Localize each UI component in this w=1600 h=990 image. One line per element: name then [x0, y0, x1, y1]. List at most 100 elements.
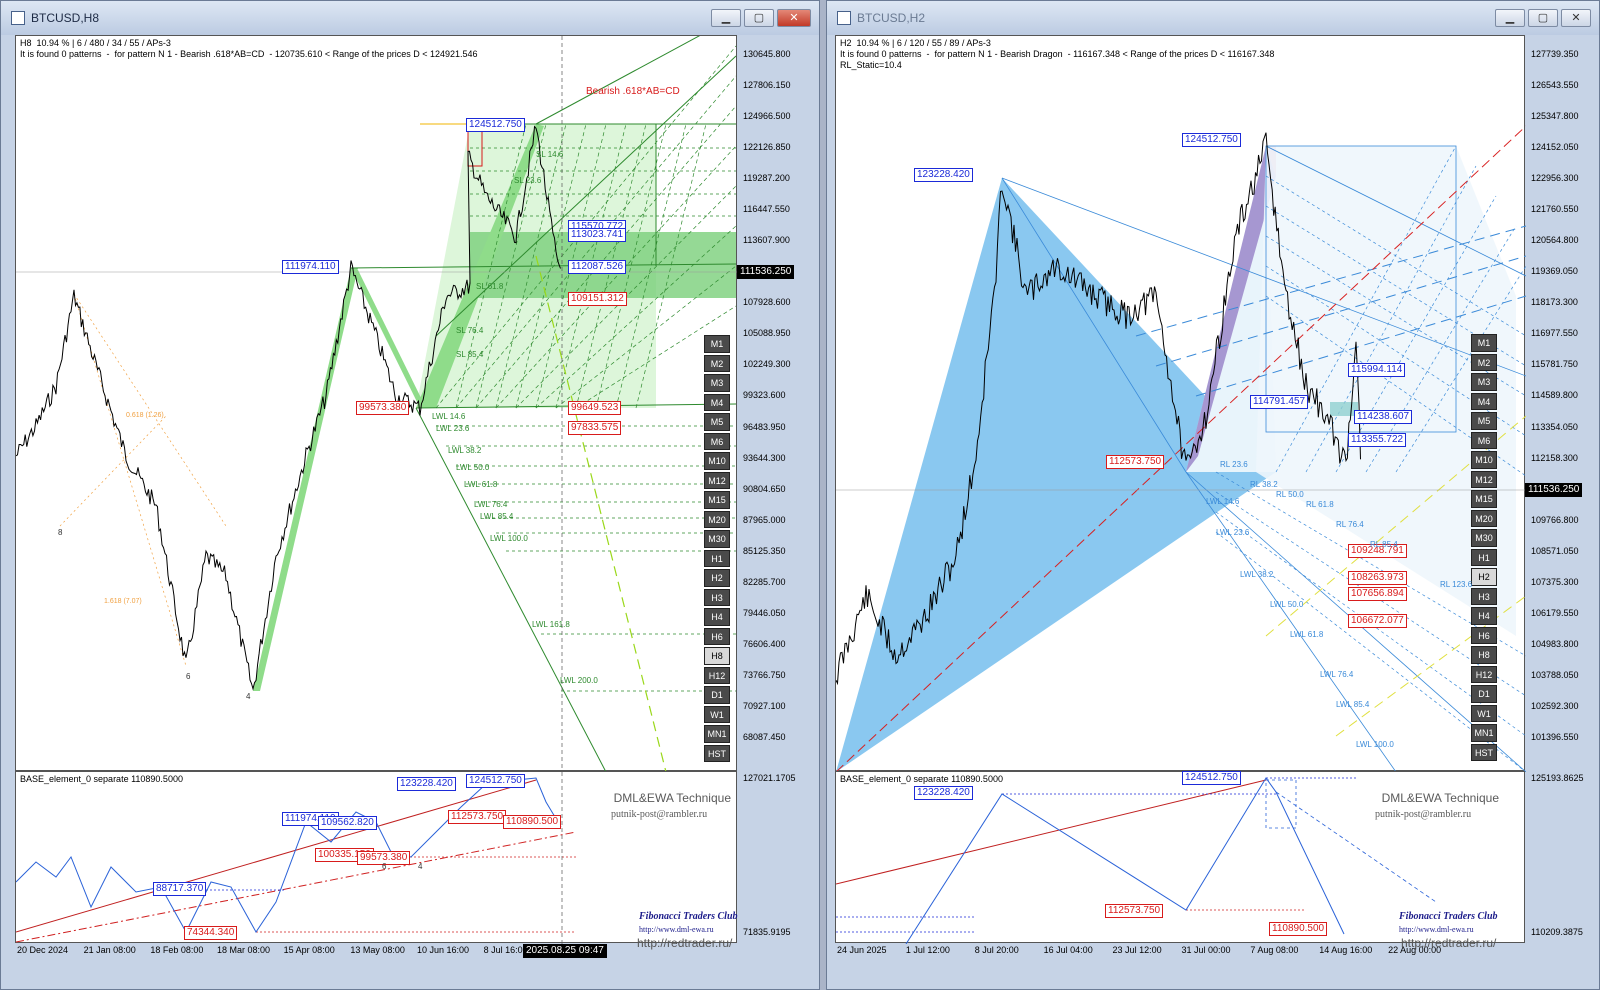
level-label: LWL 61.8: [464, 480, 498, 489]
minimize-button[interactable]: ▁: [1495, 9, 1525, 27]
timeframe-button-m10[interactable]: M10: [704, 452, 730, 470]
timeframe-button-m3[interactable]: M3: [1471, 373, 1497, 391]
timeframe-button-m10[interactable]: M10: [1471, 451, 1497, 469]
timeframe-panel[interactable]: M1 M2 M3 M4 M5 M6 M10 M12 M15 M20 M30 H1 H2 H3 H4 H6 H8 H…: [704, 335, 730, 762]
level-label: RL 85.4: [1370, 540, 1398, 549]
maximize-button[interactable]: ▢: [1528, 9, 1558, 27]
window-titlebar[interactable]: BTCUSD,H8 ▁ ▢ ✕: [1, 1, 819, 35]
timeframe-button-h8[interactable]: H8: [704, 647, 730, 665]
timeframe-button-m1[interactable]: M1: [1471, 334, 1497, 352]
price-scale[interactable]: 130645.800 127806.150 124966.500 122126.850…: [737, 35, 821, 771]
crosshair-time-tag: 2025.08.25 09:47: [523, 944, 607, 958]
time-axis[interactable]: 24 Jun 2025 1 Jul 12:00 8 Jul 20:00 16 Jul …: [835, 945, 1525, 959]
time-tick-label: 20 Dec 2024: [17, 945, 69, 955]
time-axis[interactable]: 20 Dec 2024 21 Jan 08:00 18 Feb 08:00 18 Ma…: [15, 944, 737, 959]
timeframe-button-m30[interactable]: M30: [1471, 529, 1497, 547]
price-tick-label: 99323.600: [743, 390, 786, 401]
price-label: 115994.114: [1348, 363, 1406, 377]
wave-point-label: 6: [186, 672, 191, 681]
timeframe-button-m3[interactable]: M3: [704, 374, 730, 392]
price-scale[interactable]: 127739.350 126543.550 125347.800 124152.050…: [1525, 35, 1600, 771]
subwindow-title: BASE_element_0 separate 110890.5000: [840, 774, 1003, 784]
timeframe-button-m12[interactable]: M12: [704, 471, 730, 489]
timeframe-button-m2[interactable]: M2: [704, 354, 730, 372]
level-label: LWL 76.4: [1320, 670, 1354, 679]
chart-window-btcusd-h2[interactable]: BTCUSD,H2 ▁ ▢ ✕: [826, 0, 1600, 990]
subwindow-canvas: [835, 777, 1437, 945]
chart-info-text: H8 10.94 % | 6 / 480 / 34 / 55 / APs-3 I…: [20, 38, 478, 59]
timeframe-button-h3[interactable]: H3: [1471, 587, 1497, 605]
level-label: LWL 85.4: [480, 512, 514, 521]
minimize-button[interactable]: ▁: [711, 9, 741, 27]
timeframe-button-h2[interactable]: H2: [1471, 568, 1497, 586]
price-tick-label: 125347.800: [1531, 111, 1579, 122]
timeframe-button-h1[interactable]: H1: [704, 549, 730, 567]
timeframe-button-w1[interactable]: W1: [704, 705, 730, 723]
price-tick-label: 76606.400: [743, 638, 786, 649]
price-tick-label: 73766.750: [743, 669, 786, 680]
timeframe-button-m2[interactable]: M2: [1471, 353, 1497, 371]
timeframe-button-h4[interactable]: H4: [1471, 607, 1497, 625]
sub-price-label: 99573.380: [357, 851, 411, 865]
timeframe-panel[interactable]: M1 M2 M3 M4 M5 M6 M10 M12 M15 M20 M30 H1 H2 H3 H4 H6 H8 H…: [1471, 334, 1497, 761]
chart-window-btcusd-h8[interactable]: BTCUSD,H8 ▁ ▢ ✕: [0, 0, 820, 990]
price-tick-label: 126543.550: [1531, 80, 1579, 91]
timeframe-button-hst[interactable]: HST: [704, 744, 730, 762]
timeframe-button-h8[interactable]: H8: [1471, 646, 1497, 664]
maximize-button[interactable]: ▢: [744, 9, 774, 27]
sub-price-label: 124512.750: [466, 774, 525, 788]
main-price-chart[interactable]: H2 10.94 % | 6 / 120 / 55 / 89 / APs-3 I…: [835, 35, 1526, 772]
current-price-tag: 111536.250: [737, 265, 795, 279]
time-tick-label: 23 Jul 12:00: [1112, 945, 1162, 955]
site-url[interactable]: http://redtrader.ru/: [637, 936, 733, 950]
club-url[interactable]: http://www.dml-ewa.ru: [639, 925, 714, 934]
timeframe-button-m4[interactable]: M4: [704, 393, 730, 411]
current-price-tag: 111536.250: [1525, 483, 1583, 497]
price-label: 113355.722: [1348, 433, 1407, 447]
sub-price-label: 124512.750: [1182, 771, 1241, 785]
price-label: 123228.420: [914, 168, 973, 182]
timeframe-button-h4[interactable]: H4: [704, 608, 730, 626]
sub-price-label: 112573.750: [1105, 904, 1164, 918]
timeframe-button-h1[interactable]: H1: [1471, 548, 1497, 566]
timeframe-button-m4[interactable]: M4: [1471, 392, 1497, 410]
timeframe-button-hst[interactable]: HST: [1471, 743, 1497, 761]
timeframe-button-m15[interactable]: M15: [1471, 490, 1497, 508]
timeframe-button-m1[interactable]: M1: [704, 335, 730, 353]
price-label: 99573.380: [356, 401, 410, 415]
timeframe-button-h6[interactable]: H6: [1471, 626, 1497, 644]
price-tick-label: 103788.050: [1531, 669, 1579, 680]
timeframe-button-m15[interactable]: M15: [704, 491, 730, 509]
timeframe-button-m20[interactable]: M20: [704, 510, 730, 528]
level-label: LWL 85.4: [1336, 700, 1370, 709]
price-tick-label: 120564.800: [1531, 235, 1579, 246]
price-tick-label: 119369.050: [1531, 266, 1578, 277]
timeframe-button-d1[interactable]: D1: [1471, 685, 1497, 703]
chart-window-icon: [11, 11, 25, 25]
timeframe-button-h12[interactable]: H12: [704, 666, 730, 684]
level-label: LWL 61.8: [1290, 630, 1324, 639]
timeframe-button-m12[interactable]: M12: [1471, 470, 1497, 488]
timeframe-button-m6[interactable]: M6: [704, 432, 730, 450]
timeframe-button-h6[interactable]: H6: [704, 627, 730, 645]
level-label: LWL 76.4: [474, 500, 508, 509]
close-button[interactable]: ✕: [1561, 9, 1591, 27]
site-url[interactable]: http://redtrader.ru/: [1401, 936, 1497, 950]
timeframe-button-mn1[interactable]: MN1: [704, 725, 730, 743]
club-url[interactable]: http://www.dml-ewa.ru: [1399, 925, 1474, 934]
close-button[interactable]: ✕: [777, 9, 811, 27]
price-label: 109248.791: [1348, 544, 1407, 558]
timeframe-button-m5[interactable]: M5: [704, 413, 730, 431]
timeframe-button-m20[interactable]: M20: [1471, 509, 1497, 527]
price-tick-label: 107375.300: [1531, 576, 1579, 587]
timeframe-button-m30[interactable]: M30: [704, 530, 730, 548]
window-titlebar[interactable]: BTCUSD,H2 ▁ ▢ ✕: [827, 1, 1599, 35]
timeframe-button-h2[interactable]: H2: [704, 569, 730, 587]
timeframe-button-m6[interactable]: M6: [1471, 431, 1497, 449]
timeframe-button-h12[interactable]: H12: [1471, 665, 1497, 683]
timeframe-button-h3[interactable]: H3: [704, 588, 730, 606]
timeframe-button-mn1[interactable]: MN1: [1471, 724, 1497, 742]
timeframe-button-m5[interactable]: M5: [1471, 412, 1497, 430]
timeframe-button-d1[interactable]: D1: [704, 686, 730, 704]
timeframe-button-w1[interactable]: W1: [1471, 704, 1497, 722]
